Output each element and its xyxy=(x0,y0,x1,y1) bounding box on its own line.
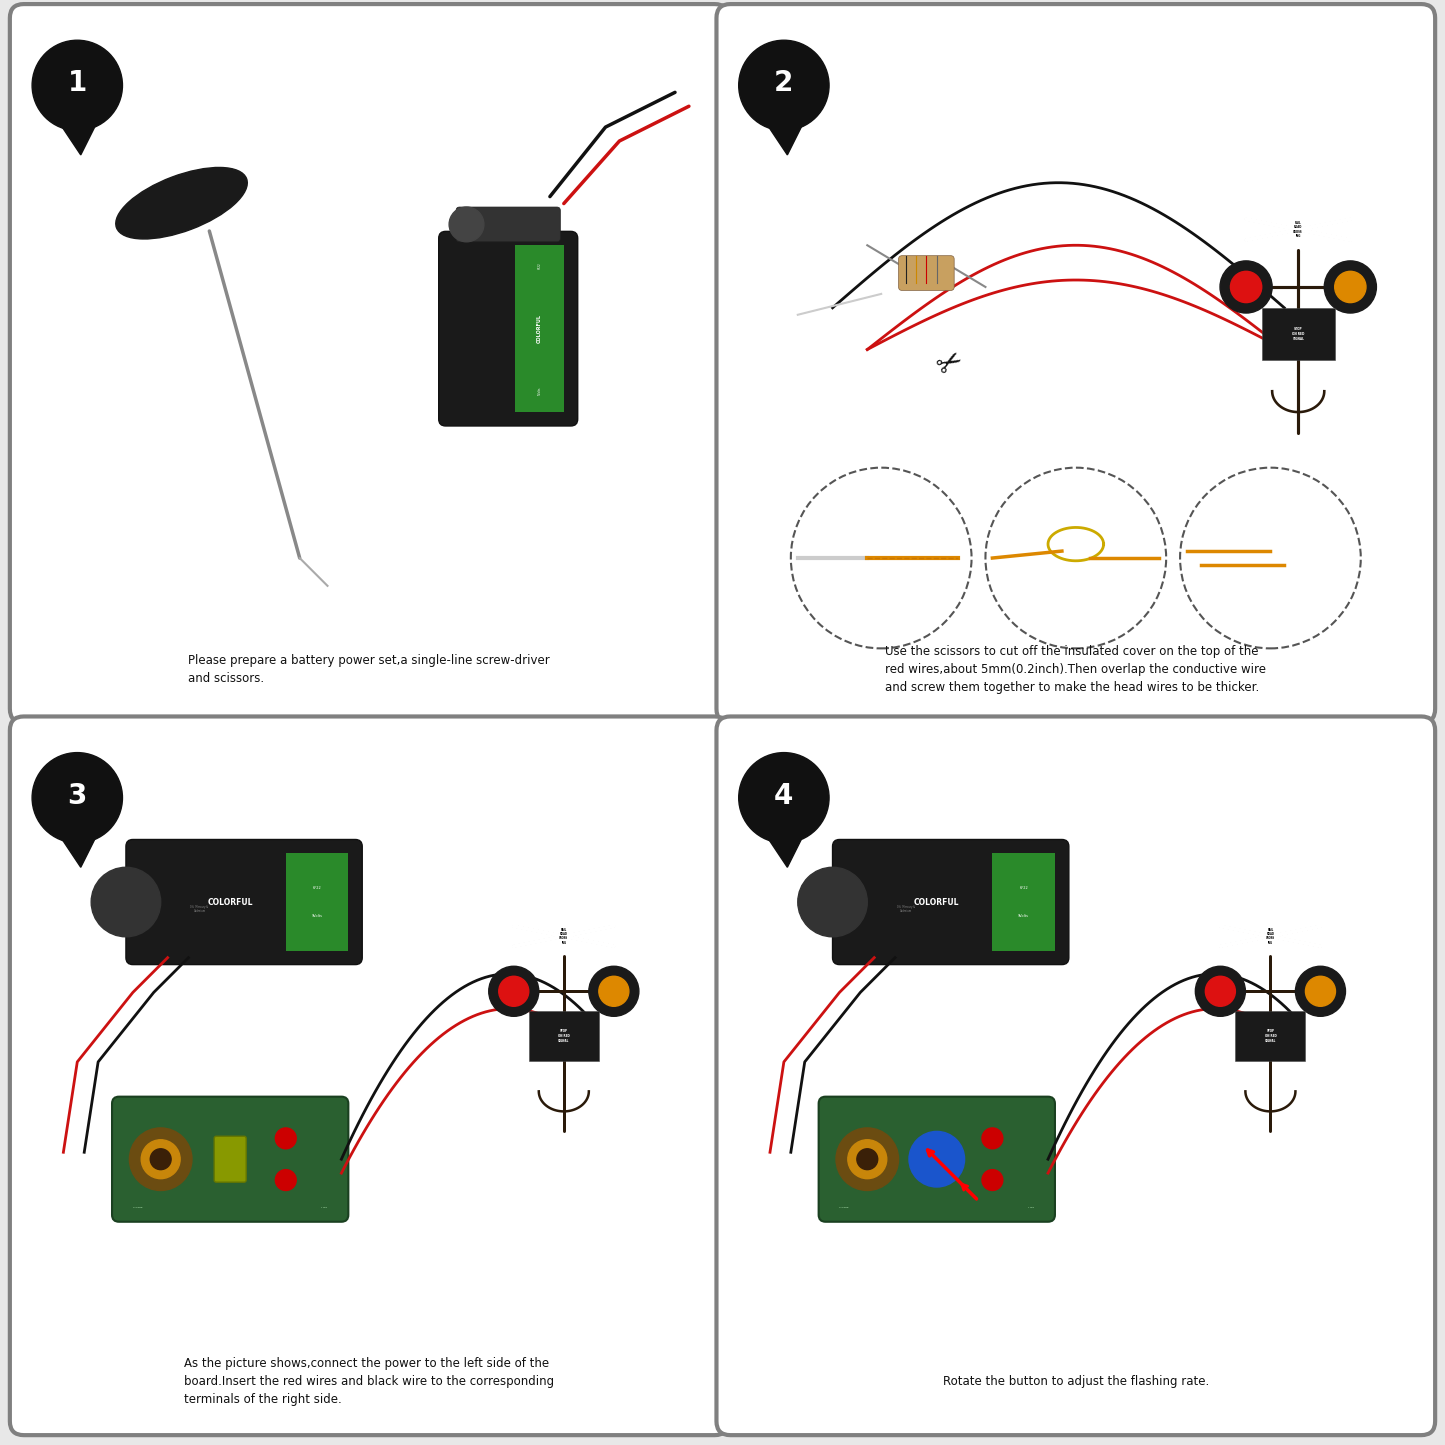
FancyBboxPatch shape xyxy=(439,231,578,426)
Circle shape xyxy=(1220,262,1272,314)
Circle shape xyxy=(798,867,867,936)
Circle shape xyxy=(32,40,123,130)
Text: 0%  Mercury &
Cadmium: 0% Mercury & Cadmium xyxy=(191,905,208,913)
FancyBboxPatch shape xyxy=(717,717,1435,1435)
Circle shape xyxy=(848,1140,887,1179)
Text: COLORFUL: COLORFUL xyxy=(915,897,959,906)
Text: COLORFUL: COLORFUL xyxy=(208,897,253,906)
FancyBboxPatch shape xyxy=(113,1097,348,1222)
Text: 9Volts: 9Volts xyxy=(538,387,542,396)
FancyBboxPatch shape xyxy=(286,854,348,951)
FancyBboxPatch shape xyxy=(819,1097,1055,1222)
Circle shape xyxy=(32,753,123,842)
Polygon shape xyxy=(53,113,101,155)
Text: STOP
ON RED
SIGNAL: STOP ON RED SIGNAL xyxy=(1292,327,1305,341)
Text: 6F22: 6F22 xyxy=(312,886,321,890)
FancyBboxPatch shape xyxy=(993,854,1055,951)
Text: STOP
ON RED
SIGNAL: STOP ON RED SIGNAL xyxy=(1264,1029,1276,1043)
Text: ✂: ✂ xyxy=(932,344,970,383)
Text: STOP
ON RED
SIGNAL: STOP ON RED SIGNAL xyxy=(558,1029,569,1043)
Text: Rotate the button to adjust the flashing rate.: Rotate the button to adjust the flashing… xyxy=(942,1376,1209,1389)
Circle shape xyxy=(983,1169,1003,1191)
Circle shape xyxy=(857,1149,877,1169)
Polygon shape xyxy=(53,825,101,867)
FancyBboxPatch shape xyxy=(832,840,1069,965)
Circle shape xyxy=(276,1129,296,1149)
FancyBboxPatch shape xyxy=(529,1011,598,1061)
Circle shape xyxy=(1324,262,1377,314)
FancyBboxPatch shape xyxy=(717,4,1435,722)
Circle shape xyxy=(499,977,529,1006)
Circle shape xyxy=(598,977,629,1006)
Circle shape xyxy=(142,1140,181,1179)
FancyBboxPatch shape xyxy=(126,840,363,965)
FancyBboxPatch shape xyxy=(10,4,728,722)
Circle shape xyxy=(1335,272,1366,302)
Circle shape xyxy=(1205,977,1235,1006)
Circle shape xyxy=(738,753,829,842)
Text: 9Volts: 9Volts xyxy=(312,913,322,918)
Circle shape xyxy=(488,967,539,1016)
Text: 6F22: 6F22 xyxy=(538,263,542,269)
Text: RAIL
ROAD
CROSS
ING: RAIL ROAD CROSS ING xyxy=(559,928,568,945)
FancyBboxPatch shape xyxy=(1235,1011,1305,1061)
Text: Please prepare a battery power set,a single-line screw-driver
and scissors.: Please prepare a battery power set,a sin… xyxy=(188,653,551,685)
Circle shape xyxy=(1231,272,1261,302)
Circle shape xyxy=(588,967,639,1016)
Circle shape xyxy=(1305,977,1335,1006)
Text: 9Volts: 9Volts xyxy=(1019,913,1029,918)
Text: 0%  Mercury &
Cadmium: 0% Mercury & Cadmium xyxy=(897,905,915,913)
Circle shape xyxy=(909,1131,965,1186)
Circle shape xyxy=(91,867,160,936)
Circle shape xyxy=(150,1149,171,1169)
Circle shape xyxy=(983,1129,1003,1149)
FancyBboxPatch shape xyxy=(899,256,954,290)
Text: Use the scissors to cut off the insulated cover on the top of the
red wires,abou: Use the scissors to cut off the insulate… xyxy=(886,644,1266,694)
Circle shape xyxy=(1295,967,1345,1016)
Circle shape xyxy=(837,1129,899,1191)
FancyBboxPatch shape xyxy=(457,207,561,241)
Ellipse shape xyxy=(116,168,247,238)
Circle shape xyxy=(449,207,484,241)
Text: 6F22: 6F22 xyxy=(1019,886,1027,890)
Text: COLORFUL: COLORFUL xyxy=(538,314,542,342)
Text: 1: 1 xyxy=(68,69,87,97)
Text: RAIL
ROAD
CROSS
ING: RAIL ROAD CROSS ING xyxy=(1293,221,1303,238)
Text: RAIL
ROAD
CROSS
ING: RAIL ROAD CROSS ING xyxy=(1266,928,1274,945)
Polygon shape xyxy=(760,113,808,155)
FancyBboxPatch shape xyxy=(10,717,728,1435)
Circle shape xyxy=(276,1169,296,1191)
FancyBboxPatch shape xyxy=(214,1136,246,1182)
Circle shape xyxy=(1195,967,1246,1016)
Text: 2: 2 xyxy=(775,69,793,97)
Circle shape xyxy=(130,1129,192,1191)
Text: As the picture shows,connect the power to the left side of the
board.Insert the : As the picture shows,connect the power t… xyxy=(184,1357,555,1406)
FancyBboxPatch shape xyxy=(1261,308,1335,360)
Text: 3: 3 xyxy=(68,782,87,809)
Text: 4: 4 xyxy=(775,782,793,809)
FancyBboxPatch shape xyxy=(516,246,564,412)
Circle shape xyxy=(738,40,829,130)
Polygon shape xyxy=(760,825,808,867)
